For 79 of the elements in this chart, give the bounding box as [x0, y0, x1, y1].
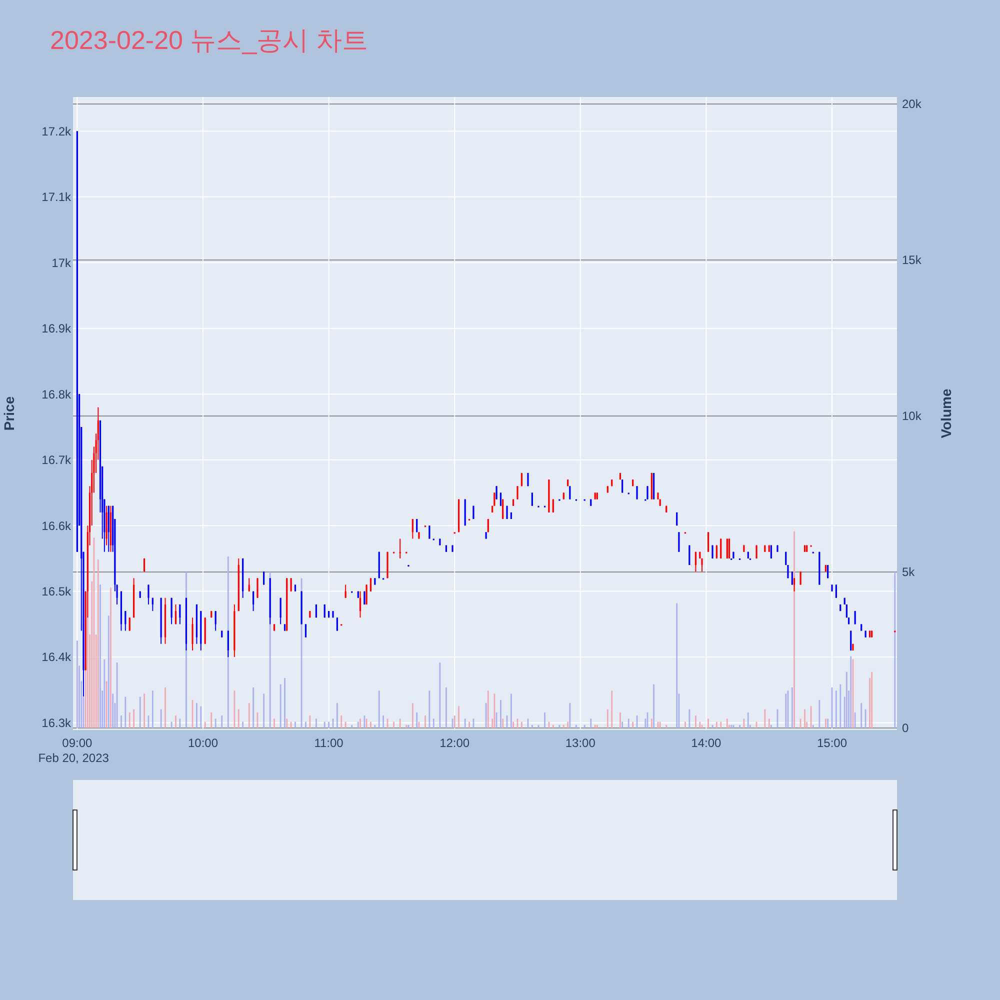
candlestick: [500, 492, 502, 506]
candlestick: [854, 610, 856, 625]
candlestick: [716, 544, 718, 559]
candlestick: [280, 597, 282, 625]
y-tick-label: 16.3k: [42, 716, 72, 730]
candlestick: [290, 578, 292, 592]
x-tick-label: 15:00: [816, 736, 848, 750]
candlestick: [214, 610, 216, 632]
candlestick: [227, 630, 229, 658]
candlestick: [770, 544, 772, 559]
candlestick: [344, 584, 346, 598]
y2-axis-title: Volume: [938, 388, 954, 438]
candlestick: [569, 486, 571, 500]
candlestick: [835, 584, 837, 598]
candlestick: [720, 538, 722, 559]
candlestick: [694, 551, 697, 572]
candlestick: [622, 479, 624, 494]
candlestick: [412, 518, 414, 540]
candlestick: [399, 538, 401, 559]
candlestick: [496, 486, 498, 500]
candlestick: [252, 590, 254, 612]
x-tick-label: 09:00: [62, 736, 93, 750]
x-tick-label: 10:00: [188, 736, 218, 750]
y-tick-label: 16.8k: [42, 387, 72, 402]
candlestick: [726, 538, 728, 559]
candlestick: [428, 525, 430, 540]
candlestick: [531, 492, 533, 506]
y-tick-label: 16.7k: [42, 453, 72, 468]
y2-tick-label: 20k: [902, 97, 922, 112]
candlestick: [416, 518, 418, 533]
text: Feb 20, 2023: [38, 751, 110, 765]
y-tick-label: 17k: [52, 256, 72, 270]
x-tick-label: 12:00: [440, 736, 470, 750]
candlestick: [827, 564, 829, 579]
candlestick: [364, 590, 366, 605]
candlestick: [174, 604, 177, 625]
candlestick: [756, 544, 758, 559]
candlestick: [124, 610, 126, 632]
candlestick: [793, 578, 796, 592]
y-tick-label: 17.1k: [42, 190, 72, 204]
candlestick: [248, 578, 250, 592]
y-tick-label: 16.9k: [42, 322, 72, 336]
candlestick: [708, 532, 710, 552]
chart-title: 2023-02-20 뉴스_공시 차트: [50, 25, 368, 55]
candlestick: [800, 571, 802, 586]
y2-tick-label: 5k: [902, 565, 916, 580]
candlestick: [728, 538, 730, 559]
candlestick: [487, 518, 489, 533]
candlestick: [787, 564, 789, 579]
candlestick: [552, 498, 554, 513]
candlestick: [850, 630, 852, 651]
y-tick-label: 16.4k: [42, 650, 72, 664]
x-tick-label: 14:00: [691, 736, 722, 750]
candlestick: [192, 617, 194, 651]
y-tick-label: 16.5k: [42, 584, 72, 599]
y-tick-label: 16.6k: [42, 518, 72, 533]
candlestick: [179, 604, 181, 625]
y2-tick-label: 10k: [902, 409, 922, 424]
candlestick: [370, 578, 372, 592]
candlestick: [263, 571, 265, 586]
x-tick-label: 11:00: [314, 736, 344, 750]
candlestick: [304, 624, 307, 638]
candlestick: [701, 558, 703, 572]
candlestick: [494, 492, 496, 506]
y-tick-label: 17.2k: [42, 124, 72, 138]
candlestick: [336, 617, 338, 632]
y2-tick-label: 15k: [902, 253, 922, 268]
candlestick: [148, 584, 150, 605]
candlestick: [366, 584, 368, 605]
candlestick: [791, 571, 793, 586]
candlestick: [170, 597, 172, 625]
candlestick: [128, 617, 130, 632]
y2-tick-label: 0: [902, 721, 909, 736]
candlestick: [152, 597, 154, 612]
candlestick: [678, 532, 680, 552]
candlestick: [359, 590, 362, 618]
x-tick-label: 13:00: [565, 736, 596, 750]
candlestick: [116, 584, 118, 605]
y-axis-title: Price: [1, 396, 17, 431]
